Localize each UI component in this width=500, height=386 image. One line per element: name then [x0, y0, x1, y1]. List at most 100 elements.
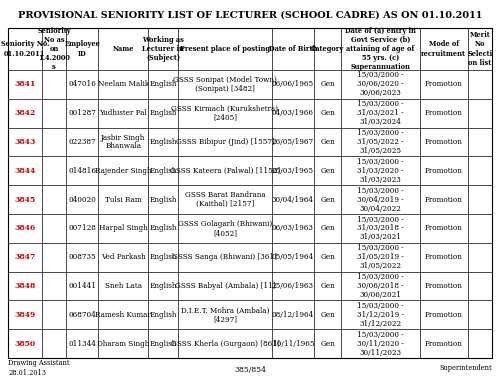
Text: Promotion: Promotion — [424, 109, 463, 117]
Text: Mode of
recruitment: Mode of recruitment — [421, 41, 466, 58]
Text: Promotion: Promotion — [424, 196, 463, 203]
Text: GSSS Golagarh (Bhiwani)
[4052]: GSSS Golagarh (Bhiwani) [4052] — [178, 220, 272, 237]
Text: 15/03/2000 -
31/03/2020 -
31/03/2023: 15/03/2000 - 31/03/2020 - 31/03/2023 — [357, 158, 404, 184]
Text: English: English — [150, 282, 177, 290]
Text: 15/03/2000 -
31/12/2019 -
31/12/2022: 15/03/2000 - 31/12/2019 - 31/12/2022 — [357, 302, 404, 328]
Text: GSSS Sanga (Bhiwani) [361]: GSSS Sanga (Bhiwani) [361] — [172, 253, 278, 261]
Bar — [8, 28, 492, 358]
Text: Merit
No
Selecti
on list: Merit No Selecti on list — [467, 31, 492, 67]
Text: English: English — [150, 253, 177, 261]
Text: Promotion: Promotion — [424, 224, 463, 232]
Text: English: English — [150, 340, 177, 348]
Text: Present place of posting: Present place of posting — [180, 45, 270, 53]
Text: Working as
Lecturer in
(Subject): Working as Lecturer in (Subject) — [142, 36, 184, 62]
Text: 014816: 014816 — [68, 167, 96, 175]
Text: Gen: Gen — [320, 167, 335, 175]
Text: 04/03/1966: 04/03/1966 — [272, 109, 314, 117]
Text: 15/03/2000 -
30/06/2018 -
30/06/2021: 15/03/2000 - 30/06/2018 - 30/06/2021 — [357, 273, 404, 299]
Text: Promotion: Promotion — [424, 80, 463, 88]
Text: English: English — [150, 138, 177, 146]
Text: Tulsi Ram: Tulsi Ram — [105, 196, 142, 203]
Text: Promotion: Promotion — [424, 340, 463, 348]
Text: 001287: 001287 — [68, 109, 96, 117]
Text: 15/03/2000 -
31/03/2021 -
31/03/2024: 15/03/2000 - 31/03/2021 - 31/03/2024 — [357, 100, 404, 126]
Text: 10/11/1965: 10/11/1965 — [272, 340, 314, 348]
Text: Date of (a) entry in
Govt Service (b)
attaining of age of
55 yrs. (c)
Superannua: Date of (a) entry in Govt Service (b) at… — [345, 27, 416, 71]
Text: Harpal Singh: Harpal Singh — [99, 224, 148, 232]
Text: Gen: Gen — [320, 138, 335, 146]
Text: 15/03/2000 -
31/03/2018 -
31/03/2021: 15/03/2000 - 31/03/2018 - 31/03/2021 — [357, 215, 404, 241]
Text: 15/03/2000 -
31/05/2022 -
31/05/2025: 15/03/2000 - 31/05/2022 - 31/05/2025 — [357, 129, 404, 155]
Text: Promotion: Promotion — [424, 253, 463, 261]
Text: 007128: 007128 — [68, 224, 96, 232]
Text: D.I.E.T. Mohra (Ambala)
[4297]: D.I.E.T. Mohra (Ambala) [4297] — [180, 306, 269, 323]
Text: GSSS Kirmach (Kurukshetra)
[2405]: GSSS Kirmach (Kurukshetra) [2405] — [172, 105, 278, 122]
Text: Promotion: Promotion — [424, 282, 463, 290]
Text: PROVISIONAL SENIORITY LIST OF LECTURER (SCHOOL CADRE) AS ON 01.10.2011: PROVISIONAL SENIORITY LIST OF LECTURER (… — [18, 11, 482, 20]
Text: English: English — [150, 167, 177, 175]
Text: Gen: Gen — [320, 282, 335, 290]
Text: English: English — [150, 311, 177, 319]
Text: GSSS Babyal (Ambala) [11]: GSSS Babyal (Ambala) [11] — [174, 282, 275, 290]
Text: Promotion: Promotion — [424, 311, 463, 319]
Text: 26/05/1967: 26/05/1967 — [272, 138, 314, 146]
Text: 385/854: 385/854 — [234, 366, 266, 374]
Text: Sneh Lata: Sneh Lata — [104, 282, 142, 290]
Text: GSSS Barat Bandrana
(Kaithal) [2157]: GSSS Barat Bandrana (Kaithal) [2157] — [184, 191, 265, 208]
Text: 068704: 068704 — [68, 311, 96, 319]
Text: Gen: Gen — [320, 253, 335, 261]
Text: Superintendent: Superintendent — [440, 364, 492, 372]
Text: Gen: Gen — [320, 80, 335, 88]
Text: 047016: 047016 — [68, 80, 96, 88]
Text: 15/03/2000 -
31/05/2019 -
31/05/2022: 15/03/2000 - 31/05/2019 - 31/05/2022 — [357, 244, 404, 270]
Text: Promotion: Promotion — [424, 167, 463, 175]
Text: Gen: Gen — [320, 196, 335, 203]
Text: 06/03/1963: 06/03/1963 — [272, 224, 314, 232]
Text: English: English — [150, 224, 177, 232]
Text: 05/05/1964: 05/05/1964 — [272, 253, 314, 261]
Text: 3846: 3846 — [14, 224, 36, 232]
Text: Neelam Malik: Neelam Malik — [98, 80, 149, 88]
Text: Gen: Gen — [320, 340, 335, 348]
Text: Dharam Singh: Dharam Singh — [97, 340, 150, 348]
Text: 3842: 3842 — [14, 109, 36, 117]
Text: Promotion: Promotion — [424, 138, 463, 146]
Text: 3845: 3845 — [14, 196, 36, 203]
Text: 022387: 022387 — [68, 138, 96, 146]
Text: Gen: Gen — [320, 109, 335, 117]
Text: GSSS Kherla (Gurgaon) [861]: GSSS Kherla (Gurgaon) [861] — [170, 340, 280, 348]
Text: 040020: 040020 — [68, 196, 96, 203]
Text: English: English — [150, 196, 177, 203]
Text: Gen: Gen — [320, 311, 335, 319]
Text: Ramesh Kumar: Ramesh Kumar — [96, 311, 151, 319]
Text: 3847: 3847 — [14, 253, 36, 261]
Text: 25/06/1963: 25/06/1963 — [272, 282, 314, 290]
Text: Jasbir Singh
Bhanwala: Jasbir Singh Bhanwala — [101, 134, 146, 151]
Text: Yudhister Pal: Yudhister Pal — [100, 109, 147, 117]
Text: 06/06/1965: 06/06/1965 — [272, 80, 314, 88]
Text: 15/03/2000 -
30/06/2020 -
30/06/2023: 15/03/2000 - 30/06/2020 - 30/06/2023 — [357, 71, 404, 97]
Text: 011344: 011344 — [68, 340, 96, 348]
Text: Seniority
No as
on
1.4.2000
s: Seniority No as on 1.4.2000 s — [38, 27, 71, 71]
Text: 3849: 3849 — [14, 311, 36, 319]
Text: GSSS Bibipur (Jind) [1557]: GSSS Bibipur (Jind) [1557] — [176, 138, 274, 146]
Text: Ved Parkash: Ved Parkash — [101, 253, 146, 261]
Text: 008735: 008735 — [68, 253, 96, 261]
Text: 15/03/2000 -
30/11/2020 -
30/11/2023: 15/03/2000 - 30/11/2020 - 30/11/2023 — [357, 331, 404, 357]
Text: 3843: 3843 — [14, 138, 36, 146]
Text: 30/04/1964: 30/04/1964 — [272, 196, 314, 203]
Text: Category: Category — [311, 45, 344, 53]
Text: 3841: 3841 — [14, 80, 36, 88]
Text: GSSS Kateera (Palwal) [1150]: GSSS Kateera (Palwal) [1150] — [170, 167, 280, 175]
Text: Name: Name — [112, 45, 134, 53]
Text: Gen: Gen — [320, 224, 335, 232]
Text: 3848: 3848 — [14, 282, 36, 290]
Text: Rajender Singh: Rajender Singh — [95, 167, 152, 175]
Text: 15/03/2000 -
30/04/2019 -
30/04/2022: 15/03/2000 - 30/04/2019 - 30/04/2022 — [357, 187, 404, 213]
Text: 3844: 3844 — [14, 167, 36, 175]
Text: Date of Birth: Date of Birth — [268, 45, 317, 53]
Text: English: English — [150, 109, 177, 117]
Text: Employee
ID: Employee ID — [64, 41, 100, 58]
Text: 08/12/1964: 08/12/1964 — [272, 311, 314, 319]
Text: Seniority No.
01.10.2011: Seniority No. 01.10.2011 — [0, 41, 49, 58]
